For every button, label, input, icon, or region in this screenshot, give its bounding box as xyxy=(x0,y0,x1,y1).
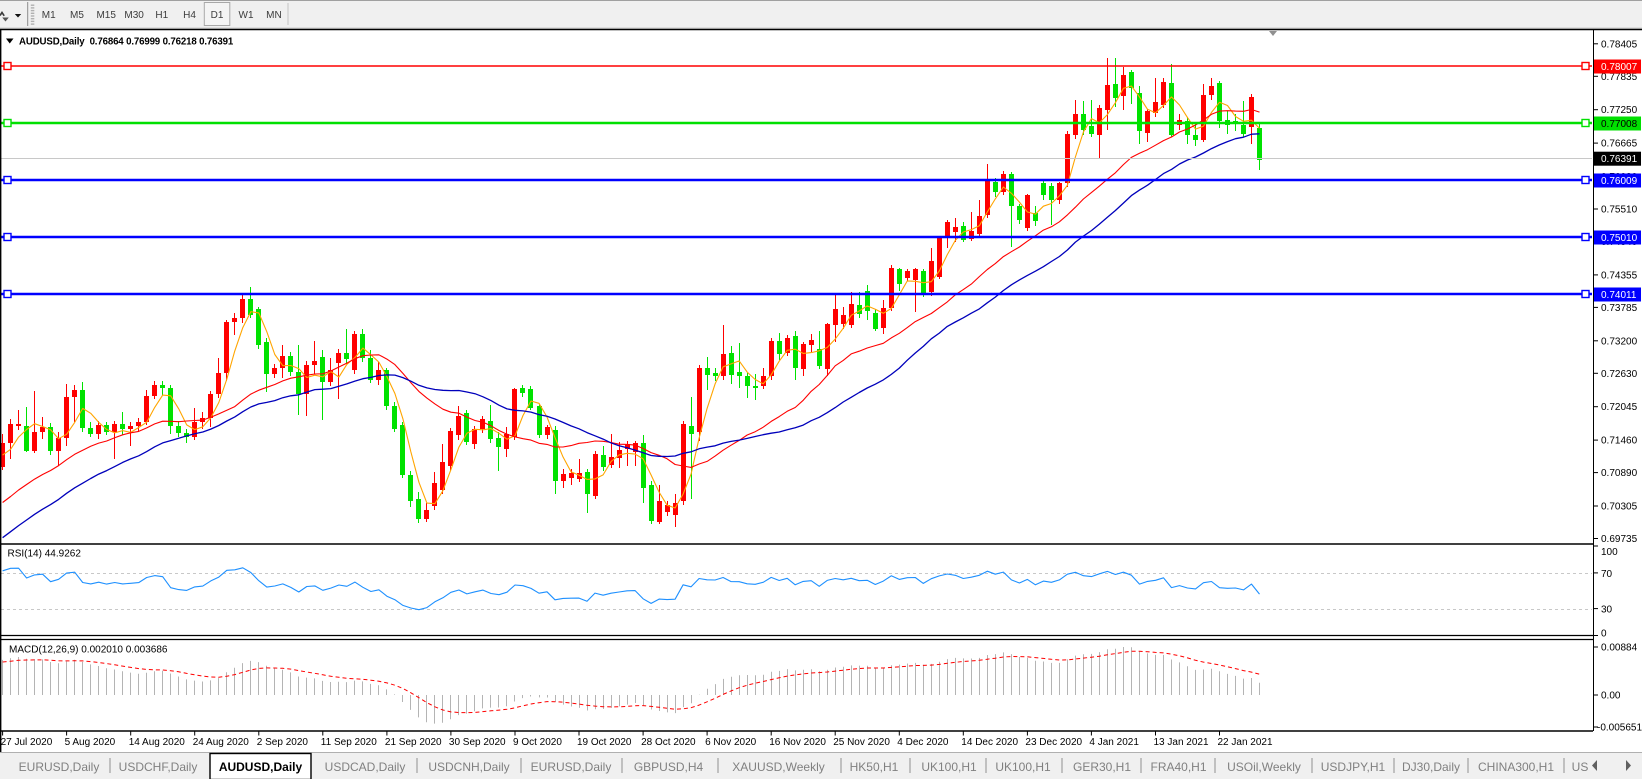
svg-text:FRA40,H1: FRA40,H1 xyxy=(1150,760,1206,774)
svg-text:0.72630: 0.72630 xyxy=(1601,369,1638,380)
svg-text:H1: H1 xyxy=(155,10,168,21)
svg-text:100: 100 xyxy=(1601,547,1618,558)
svg-text:RSI(14) 44.9262: RSI(14) 44.9262 xyxy=(8,549,82,560)
svg-text:USDCNH,Daily: USDCNH,Daily xyxy=(428,760,509,774)
svg-text:14 Aug 2020: 14 Aug 2020 xyxy=(129,737,186,748)
svg-text:9 Oct 2020: 9 Oct 2020 xyxy=(513,737,562,748)
svg-text:-0.005651: -0.005651 xyxy=(1597,723,1642,734)
svg-text:M15: M15 xyxy=(96,10,116,21)
svg-text:2 Sep 2020: 2 Sep 2020 xyxy=(257,737,309,748)
svg-text:30 Sep 2020: 30 Sep 2020 xyxy=(449,737,506,748)
svg-text:XAUUSD,Weekly: XAUUSD,Weekly xyxy=(732,760,824,774)
svg-text:MACD(12,26,9) 0.002010 0.00368: MACD(12,26,9) 0.002010 0.003686 xyxy=(9,645,168,656)
svg-text:5 Aug 2020: 5 Aug 2020 xyxy=(65,737,116,748)
svg-text:HK50,H1: HK50,H1 xyxy=(850,760,899,774)
svg-text:23 Dec 2020: 23 Dec 2020 xyxy=(1025,737,1082,748)
svg-text:M30: M30 xyxy=(124,10,144,21)
svg-text:H4: H4 xyxy=(183,10,196,21)
svg-text:0.71460: 0.71460 xyxy=(1601,436,1638,447)
svg-text:0.69735: 0.69735 xyxy=(1601,534,1638,545)
svg-text:13 Jan 2021: 13 Jan 2021 xyxy=(1154,737,1209,748)
svg-text:USDCAD,Daily: USDCAD,Daily xyxy=(325,760,406,774)
svg-text:16 Nov 2020: 16 Nov 2020 xyxy=(769,737,826,748)
svg-text:0: 0 xyxy=(1601,629,1607,640)
svg-text:4 Jan 2021: 4 Jan 2021 xyxy=(1089,737,1139,748)
svg-text:0.76665: 0.76665 xyxy=(1601,139,1638,150)
svg-text:30: 30 xyxy=(1601,605,1613,616)
svg-text:D1: D1 xyxy=(211,10,224,21)
svg-text:0.77008: 0.77008 xyxy=(1601,119,1638,130)
svg-text:11 Sep 2020: 11 Sep 2020 xyxy=(321,737,377,748)
svg-text:6 Nov 2020: 6 Nov 2020 xyxy=(705,737,757,748)
svg-text:UK100,H1: UK100,H1 xyxy=(921,760,977,774)
svg-text:0.78405: 0.78405 xyxy=(1601,39,1638,50)
svg-text:21 Sep 2020: 21 Sep 2020 xyxy=(385,737,442,748)
svg-text:0.00884: 0.00884 xyxy=(1601,643,1638,654)
svg-text:0.70890: 0.70890 xyxy=(1601,468,1638,479)
svg-text:70: 70 xyxy=(1601,569,1613,580)
svg-text:CHINA300,H1: CHINA300,H1 xyxy=(1478,760,1554,774)
svg-text:AUDUSD,Daily 0.76864 0.76999: AUDUSD,Daily 0.76864 0.76999 0.76218 0.7… xyxy=(19,37,234,48)
svg-text:EURUSD,Daily: EURUSD,Daily xyxy=(531,760,612,774)
svg-text:0.00: 0.00 xyxy=(1601,691,1621,702)
svg-text:0.72045: 0.72045 xyxy=(1601,402,1638,413)
svg-text:0.70305: 0.70305 xyxy=(1601,502,1638,513)
svg-text:M5: M5 xyxy=(70,10,84,21)
svg-text:0.76391: 0.76391 xyxy=(1601,154,1638,165)
svg-text:19 Oct 2020: 19 Oct 2020 xyxy=(577,737,632,748)
svg-text:USOil,Weekly: USOil,Weekly xyxy=(1227,760,1301,774)
svg-text:25 Nov 2020: 25 Nov 2020 xyxy=(833,737,890,748)
svg-text:22 Jan 2021: 22 Jan 2021 xyxy=(1218,737,1273,748)
svg-text:0.74011: 0.74011 xyxy=(1601,290,1637,301)
svg-text:0.75510: 0.75510 xyxy=(1601,205,1638,216)
svg-text:0.77835: 0.77835 xyxy=(1601,72,1638,83)
svg-text:US: US xyxy=(1572,760,1589,774)
svg-text:USDJPY,H1: USDJPY,H1 xyxy=(1321,760,1386,774)
svg-text:DJ30,Daily: DJ30,Daily xyxy=(1402,760,1460,774)
svg-text:24 Aug 2020: 24 Aug 2020 xyxy=(193,737,250,748)
svg-text:14 Dec 2020: 14 Dec 2020 xyxy=(961,737,1018,748)
svg-text:M1: M1 xyxy=(42,10,56,21)
svg-text:W1: W1 xyxy=(239,10,254,21)
svg-text:GER30,H1: GER30,H1 xyxy=(1073,760,1131,774)
svg-text:0.75010: 0.75010 xyxy=(1601,233,1638,244)
svg-text:28 Oct 2020: 28 Oct 2020 xyxy=(641,737,696,748)
svg-text:USDCHF,Daily: USDCHF,Daily xyxy=(119,760,198,774)
svg-text:MN: MN xyxy=(266,10,282,21)
svg-text:0.73200: 0.73200 xyxy=(1601,336,1638,347)
svg-text:0.74355: 0.74355 xyxy=(1601,270,1638,281)
svg-text:AUDUSD,Daily: AUDUSD,Daily xyxy=(219,760,303,774)
svg-text:27 Jul 2020: 27 Jul 2020 xyxy=(1,737,53,748)
svg-text:4 Dec 2020: 4 Dec 2020 xyxy=(897,737,949,748)
svg-text:UK100,H1: UK100,H1 xyxy=(995,760,1051,774)
svg-text:0.76009: 0.76009 xyxy=(1601,176,1638,187)
svg-text:0.73785: 0.73785 xyxy=(1601,303,1638,314)
svg-text:0.77250: 0.77250 xyxy=(1601,105,1638,116)
svg-text:0.78007: 0.78007 xyxy=(1601,62,1638,73)
svg-text:GBPUSD,H4: GBPUSD,H4 xyxy=(634,760,704,774)
svg-text:EURUSD,Daily: EURUSD,Daily xyxy=(19,760,100,774)
